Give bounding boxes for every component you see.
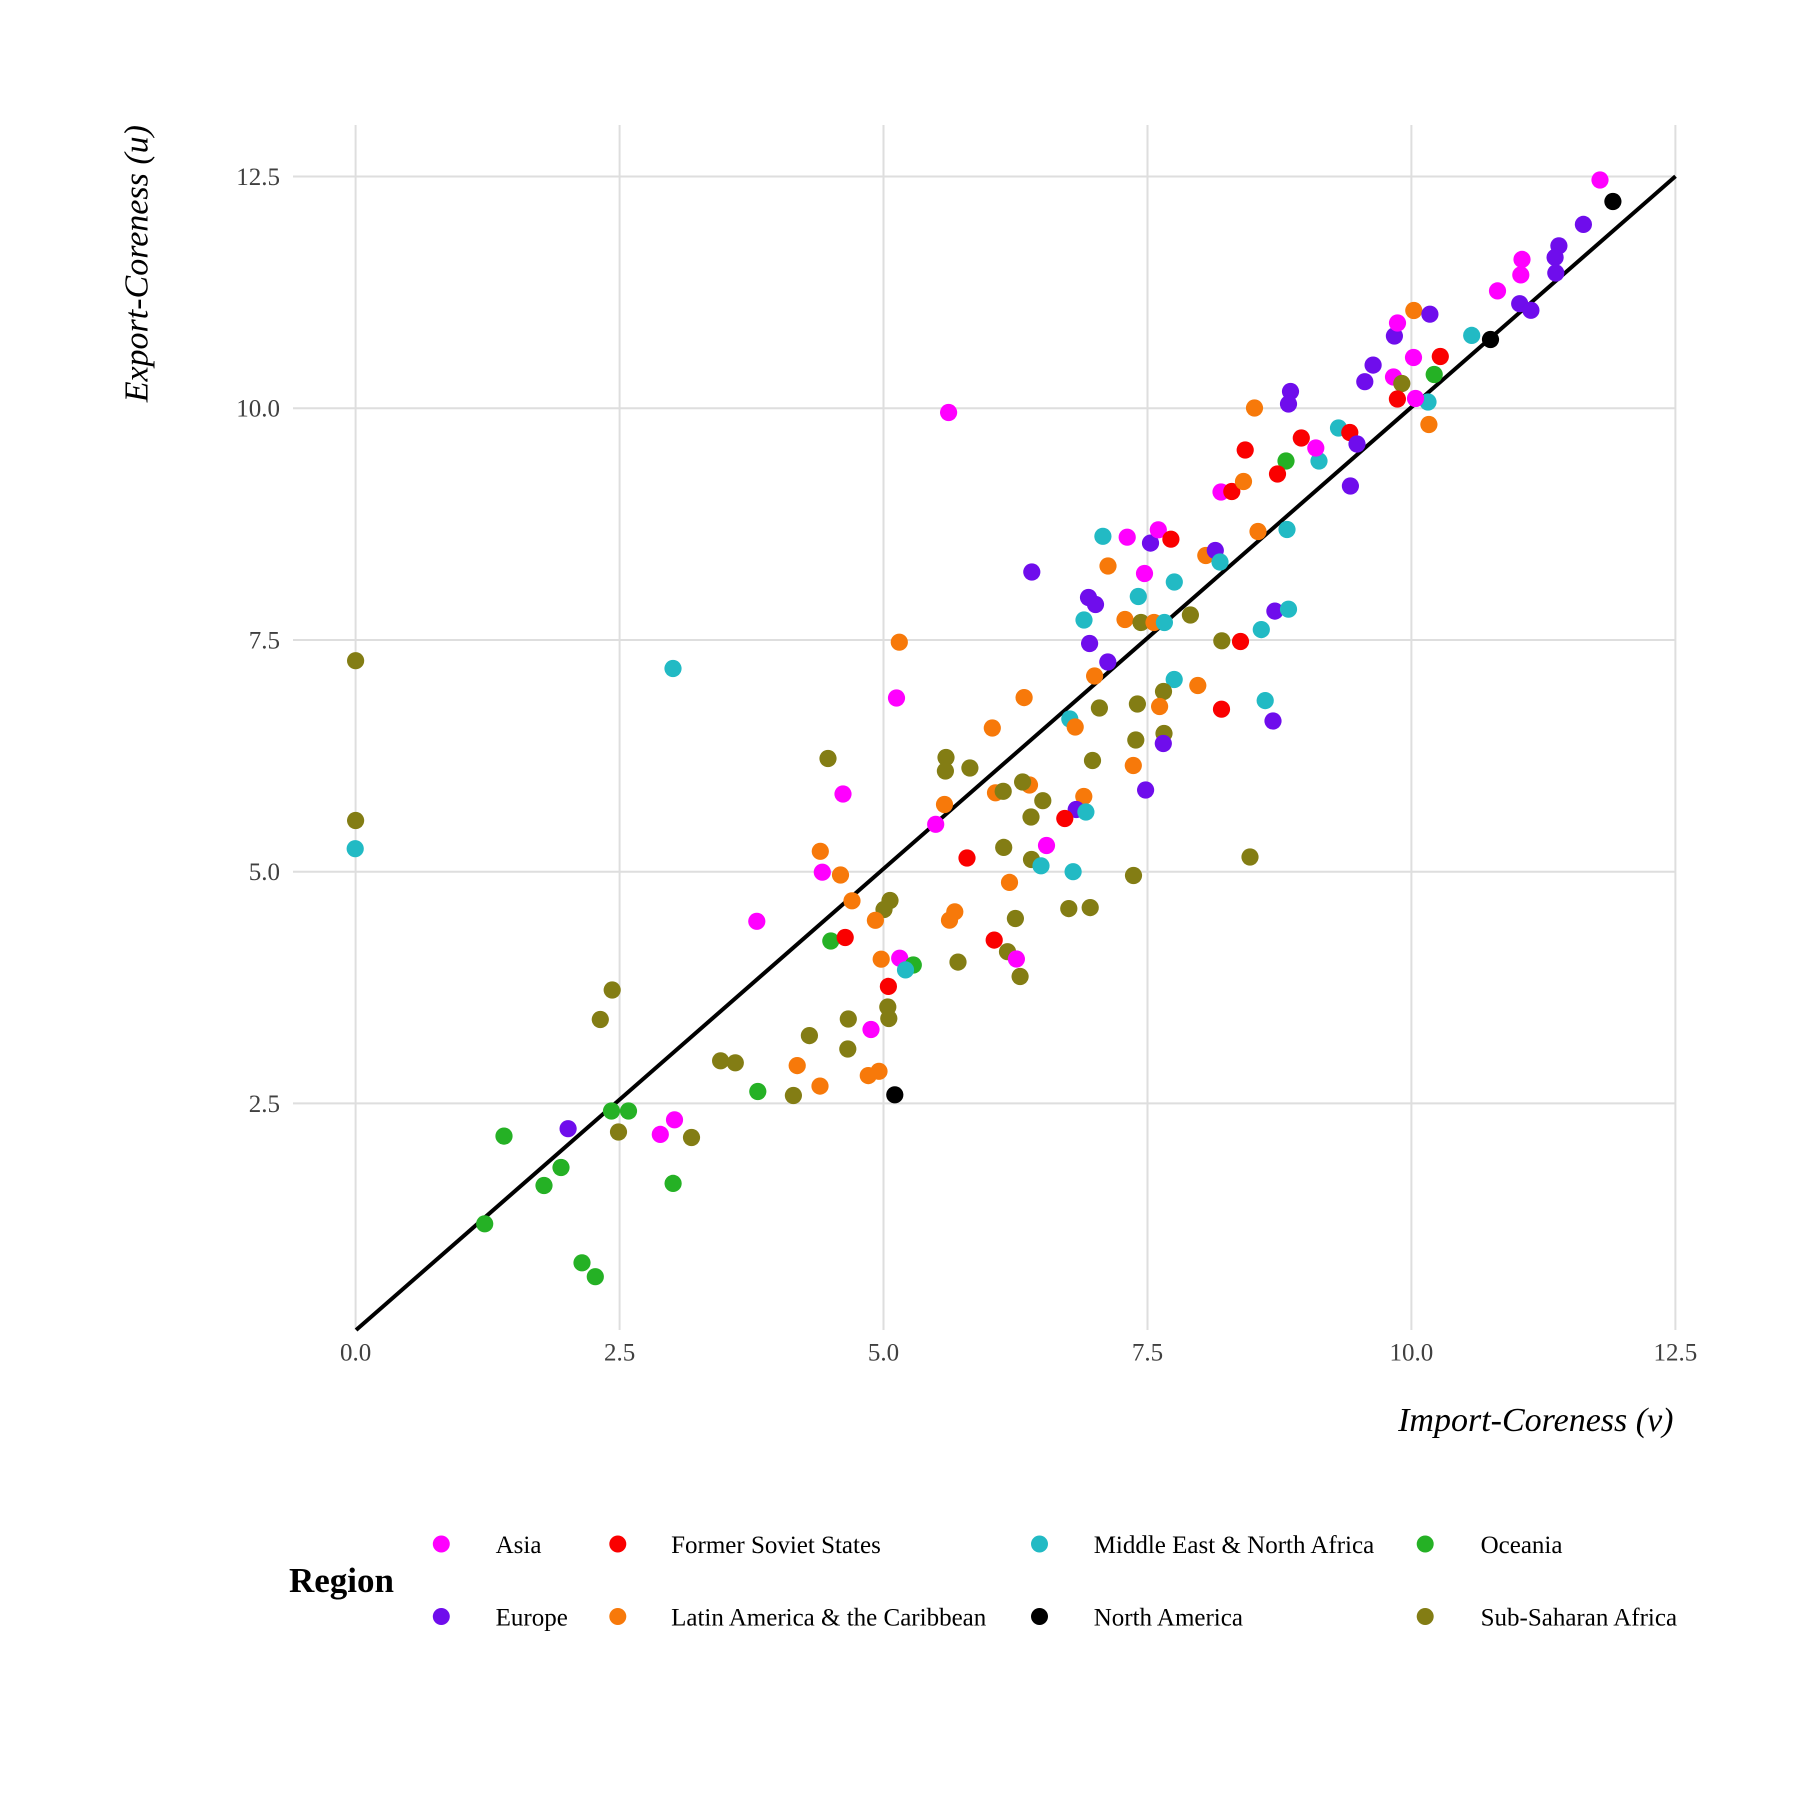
svg-text:Region: Region bbox=[289, 1561, 394, 1600]
svg-text:North America: North America bbox=[1094, 1605, 1243, 1632]
svg-text:Former Soviet States: Former Soviet States bbox=[671, 1532, 881, 1559]
svg-text:12.5: 12.5 bbox=[1654, 1340, 1698, 1367]
svg-text:Oceania: Oceania bbox=[1481, 1532, 1563, 1559]
svg-text:10.0: 10.0 bbox=[236, 396, 280, 423]
svg-text:10.0: 10.0 bbox=[1390, 1340, 1434, 1367]
svg-text:Latin America & the Caribbean: Latin America & the Caribbean bbox=[671, 1605, 987, 1632]
svg-text:12.5: 12.5 bbox=[236, 164, 280, 191]
svg-text:0.0: 0.0 bbox=[340, 1340, 371, 1367]
svg-text:Middle East & North Africa: Middle East & North Africa bbox=[1094, 1532, 1375, 1559]
svg-text:7.5: 7.5 bbox=[249, 628, 280, 655]
svg-text:Export-Coreness (u): Export-Coreness (u) bbox=[119, 125, 156, 403]
svg-text:Import-Coreness (v): Import-Coreness (v) bbox=[1397, 1402, 1673, 1439]
svg-text:Europe: Europe bbox=[496, 1605, 568, 1632]
svg-text:2.5: 2.5 bbox=[604, 1340, 635, 1367]
svg-text:5.0: 5.0 bbox=[868, 1340, 899, 1367]
svg-text:5.0: 5.0 bbox=[249, 859, 280, 886]
svg-text:Asia: Asia bbox=[496, 1532, 542, 1559]
svg-text:Sub-Saharan Africa: Sub-Saharan Africa bbox=[1481, 1605, 1677, 1632]
svg-text:2.5: 2.5 bbox=[249, 1091, 280, 1118]
svg-text:7.5: 7.5 bbox=[1132, 1340, 1163, 1367]
